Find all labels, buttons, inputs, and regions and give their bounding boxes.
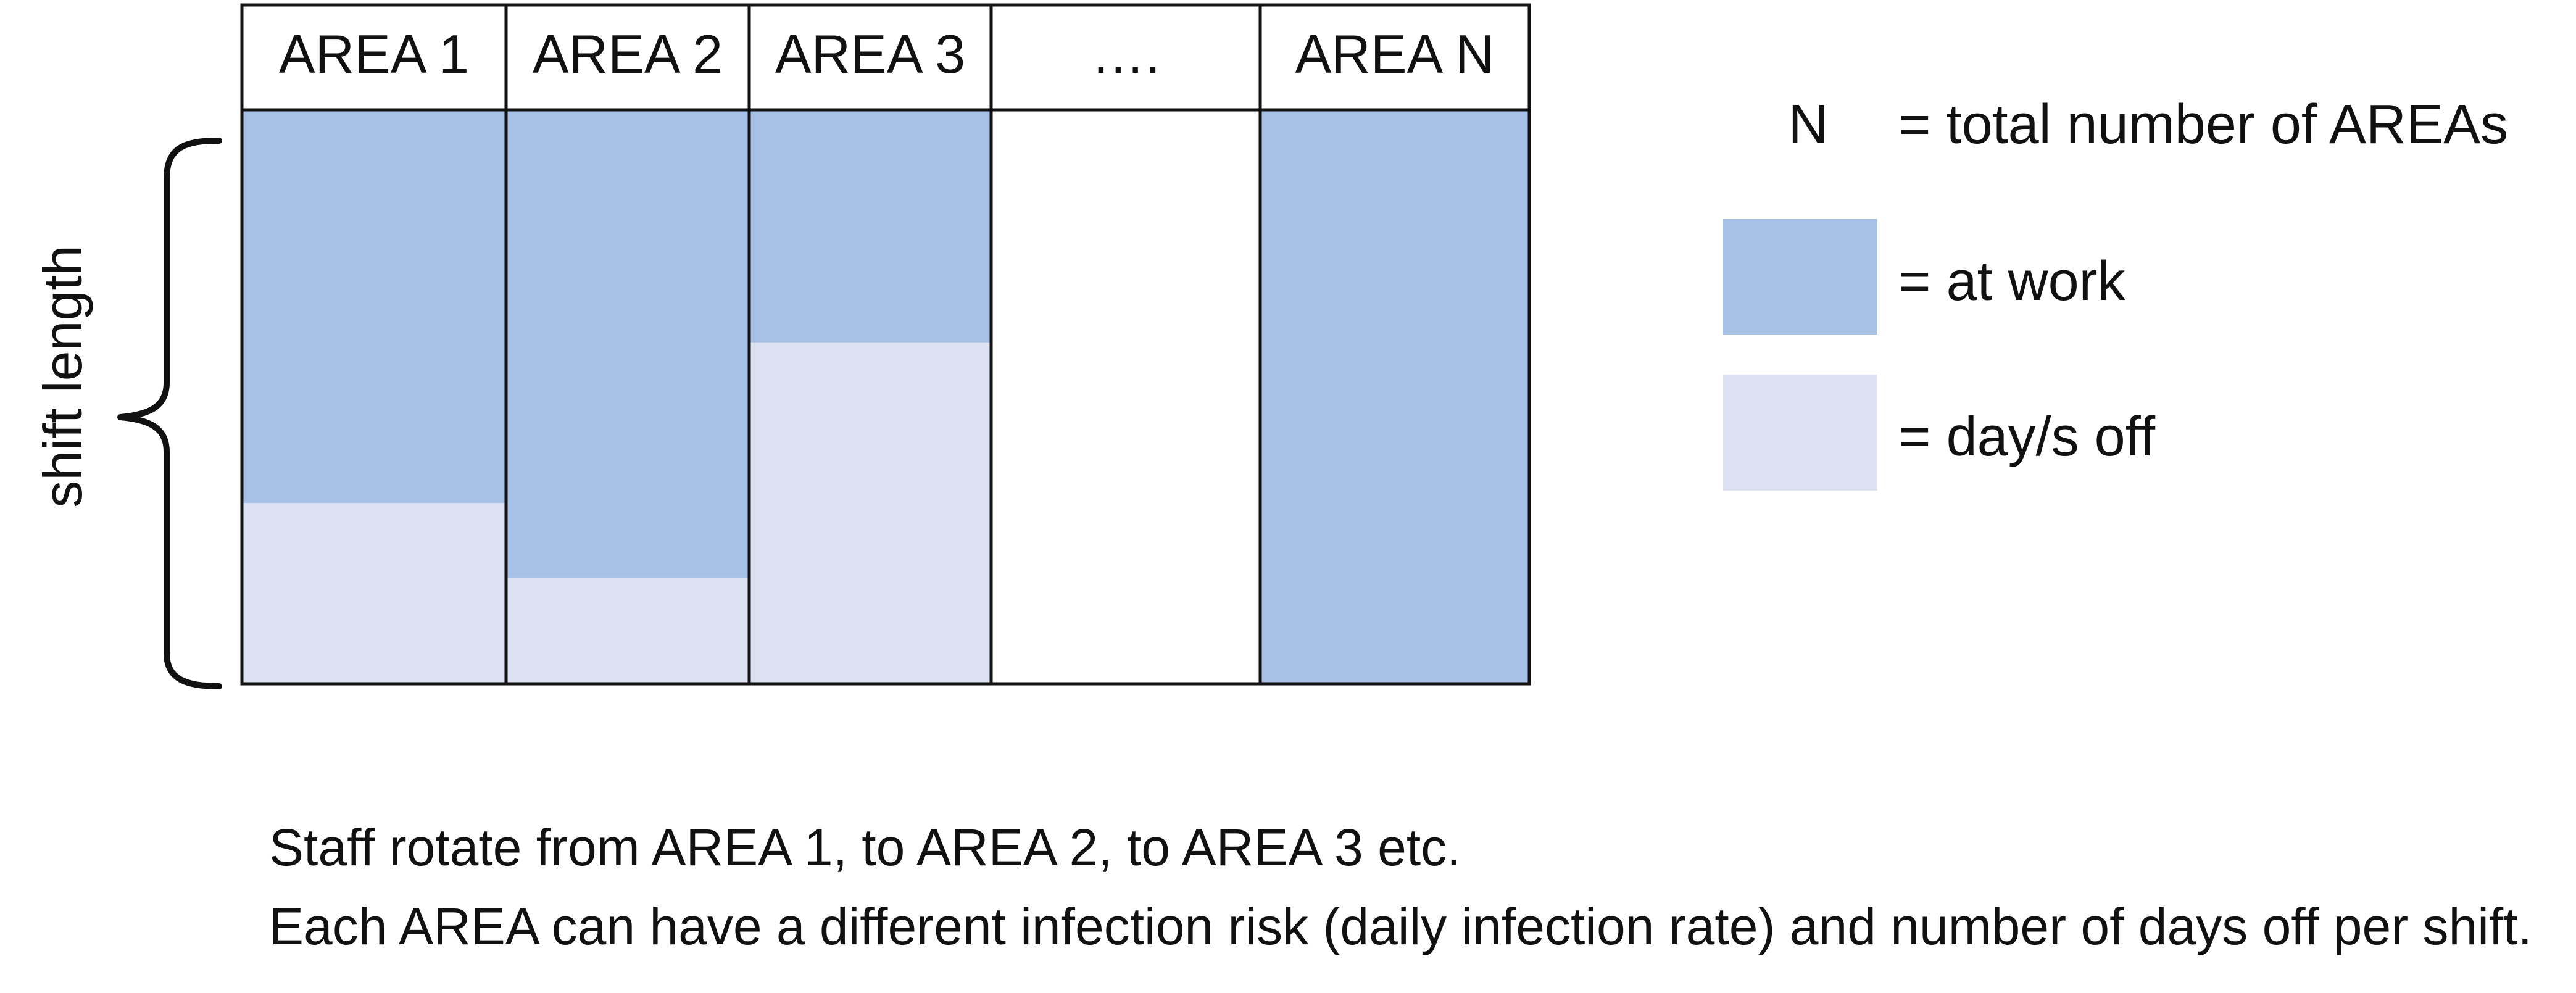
legend-n-text: = total number of AREAs <box>1898 94 2508 156</box>
area-3-at-work-fill <box>749 110 991 343</box>
area-n-header-label: AREA N <box>1295 23 1495 85</box>
legend-n-symbol: N <box>1789 94 1829 156</box>
legend-days-off-text: = day/s off <box>1898 406 2156 468</box>
curly-brace-icon <box>117 138 222 689</box>
ellipsis-header-label: …. <box>1091 23 1160 85</box>
area-1-header-cell <box>240 3 508 112</box>
area-column-3: AREA 3 <box>747 3 993 686</box>
shift-length-label: shift length <box>32 245 93 508</box>
note-line-2: Each AREA can have a different infection… <box>269 897 2532 955</box>
notes: Staff rotate from AREA 1, to AREA 2, to … <box>269 818 2532 955</box>
area-n-at-work-fill <box>1260 110 1529 684</box>
area-columns: AREA 1 AREA 2 AREA 3 …. AREA N <box>240 3 1531 686</box>
area-3-header-label: AREA 3 <box>775 23 965 85</box>
area-column-1: AREA 1 <box>240 3 508 686</box>
note-line-1: Staff rotate from AREA 1, to AREA 2, to … <box>269 818 1461 876</box>
legend-at-work-swatch <box>1723 219 1877 335</box>
area-column-ellipsis: …. <box>989 3 1262 686</box>
area-column-2: AREA 2 <box>504 3 751 686</box>
legend-at-work-text: = at work <box>1898 251 2126 312</box>
legend-days-off-swatch <box>1723 375 1877 491</box>
ellipsis-body-cell <box>989 108 1262 686</box>
shift-length-brace: shift length <box>32 138 222 689</box>
area-2-at-work-fill <box>506 110 749 578</box>
area-1-header-label: AREA 1 <box>279 23 469 85</box>
area-2-header-cell <box>504 3 751 112</box>
area-1-at-work-fill <box>242 110 506 504</box>
area-n-header-cell <box>1258 3 1531 112</box>
legend: N = total number of AREAs = at work = da… <box>1723 94 2508 491</box>
area-2-header-label: AREA 2 <box>533 23 723 85</box>
area-column-n: AREA N <box>1258 3 1531 686</box>
area-n-body-border <box>1258 108 1531 686</box>
